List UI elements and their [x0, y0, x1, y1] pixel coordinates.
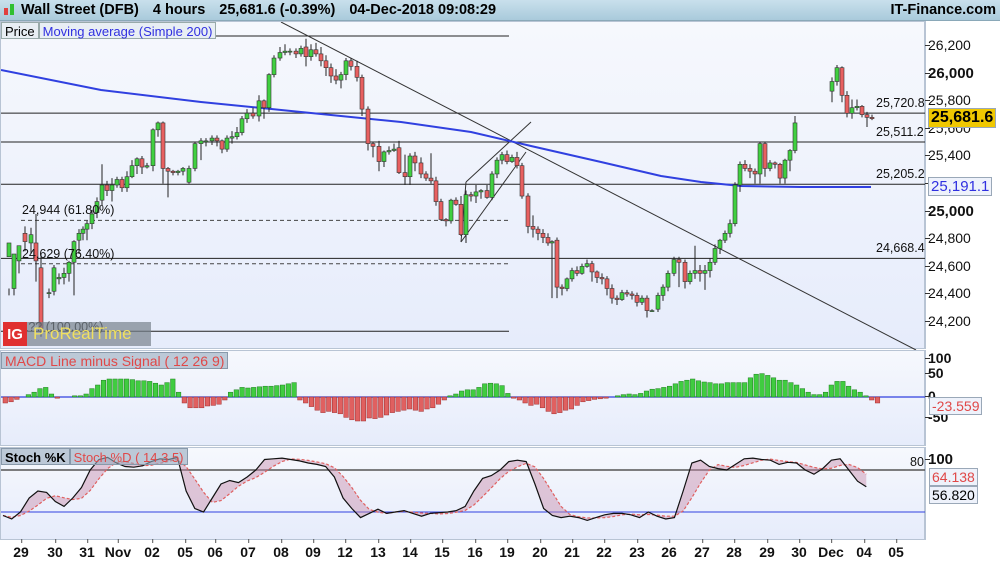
- ig-logo: IG: [3, 322, 27, 346]
- legend-macd[interactable]: MACD Line minus Signal ( 12 26 9): [1, 352, 229, 369]
- time-label: 12: [337, 539, 353, 560]
- price-tick: 24,600: [925, 257, 971, 274]
- time-label: 20: [532, 539, 548, 560]
- datetime: 04-Dec-2018 09:08:29: [349, 2, 497, 18]
- level-label: 25,720.8: [876, 96, 925, 111]
- macd-tick: 50: [925, 365, 944, 381]
- price-panel[interactable]: [0, 21, 926, 350]
- level-80-label: 80: [910, 455, 924, 469]
- time-label: 15: [434, 539, 450, 560]
- time-label: 22: [596, 539, 612, 560]
- time-label: 07: [240, 539, 256, 560]
- fib-level-label: 24,944 (61.80%): [22, 203, 115, 218]
- legend-moving-average[interactable]: Moving average (Simple 200): [38, 22, 217, 39]
- price-tick: 26,200: [925, 37, 971, 53]
- price-tick: 24,800: [925, 230, 971, 247]
- time-label: 16: [467, 539, 483, 560]
- title-bar: Wall Street (DFB) 4 hours 25,681.6 (-0.3…: [0, 0, 1000, 21]
- macd-value-badge: -23.559: [929, 397, 983, 415]
- timeframe: 4 hours: [152, 2, 206, 18]
- price-chart: [1, 22, 926, 350]
- price-tick: 25,400: [925, 147, 971, 164]
- last-price-change: 25,681.6 (-0.39%): [219, 2, 336, 18]
- legend-price: Price: [1, 22, 39, 39]
- time-label: 09: [305, 539, 321, 560]
- macd-chart: [1, 373, 926, 422]
- level-label: 24,668.4: [876, 241, 925, 256]
- brand: IT-Finance.com: [890, 2, 996, 18]
- time-label: 26: [661, 539, 677, 560]
- price-tick: 25,800: [925, 92, 971, 109]
- time-label: 28: [726, 539, 742, 560]
- time-label: 14: [402, 539, 418, 560]
- fib-level-label: 24,629 (76.40%): [22, 246, 115, 261]
- legend-stoch-d[interactable]: Stoch %D ( 14 3 5): [69, 448, 188, 465]
- macd-tick: 0: [925, 388, 936, 404]
- time-label: 21: [564, 539, 580, 560]
- stoch-panel[interactable]: [0, 447, 926, 540]
- level-label: 25,511.2: [876, 125, 924, 140]
- legend-stoch-k[interactable]: Stoch %K: [1, 448, 70, 465]
- stoch-legend: Stoch %K Stoch %D ( 14 3 5): [1, 448, 188, 465]
- stoch-k-badge: 56.820: [929, 486, 978, 504]
- time-label: Dec: [818, 539, 844, 560]
- time-label: 27: [694, 539, 710, 560]
- time-label: 29: [13, 539, 29, 560]
- time-label: 30: [47, 539, 63, 560]
- macd-legend: MACD Line minus Signal ( 12 26 9): [1, 352, 229, 369]
- time-label: 08: [273, 539, 289, 560]
- price-tick: 24,200: [925, 313, 971, 329]
- watermark-text: ProRealTime: [33, 324, 132, 343]
- time-label: 04: [856, 539, 872, 560]
- ma-value-badge: 25,191.1: [928, 177, 993, 196]
- price-tick: 24,400: [925, 285, 971, 302]
- time-label: 30: [791, 539, 807, 560]
- time-label: 13: [370, 539, 386, 560]
- instrument-name: Wall Street (DFB): [21, 2, 139, 18]
- time-label: 05: [888, 539, 904, 560]
- time-label: 31: [79, 539, 95, 560]
- time-label: Nov: [104, 539, 132, 560]
- stoch-tick-100: 100: [924, 451, 954, 468]
- time-label: 06: [207, 539, 223, 560]
- price-legend: Price Moving average (Simple 200): [1, 22, 217, 39]
- time-label: 29: [759, 539, 775, 560]
- price-tick: 25,000: [925, 202, 974, 220]
- time-label: 02: [144, 539, 160, 560]
- macd-tick: 100: [924, 350, 952, 366]
- candlestick-icon: [3, 3, 17, 17]
- level-label: 25,205.2: [876, 167, 925, 182]
- time-label: 05: [177, 539, 193, 560]
- price-tick: 26,000: [925, 64, 974, 82]
- time-axis[interactable]: 29 30 31 Nov 02 05 06 07 08 09 12 13 14 15 16 19 20 21 22 2…: [0, 539, 925, 563]
- last-price-badge: 25,681.6: [928, 108, 997, 128]
- time-label: 23: [629, 539, 645, 560]
- watermark: IG ProRealTime: [3, 322, 151, 346]
- time-label: 19: [499, 539, 515, 560]
- stoch-d-badge: 64.138: [929, 468, 978, 486]
